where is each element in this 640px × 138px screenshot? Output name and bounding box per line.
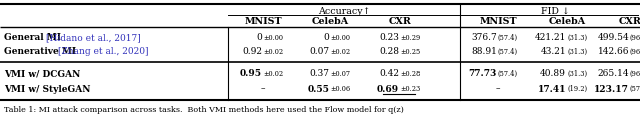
- Text: General MI: General MI: [4, 34, 64, 43]
- Text: Accuracy↑: Accuracy↑: [317, 6, 371, 15]
- Text: 40.89: 40.89: [540, 70, 566, 79]
- Text: Table 1: MI attack comparison across tasks.  Both VMI methods here used the Flow: Table 1: MI attack comparison across tas…: [4, 106, 404, 114]
- Text: (57.4): (57.4): [498, 48, 518, 56]
- Text: ±0.02: ±0.02: [330, 48, 350, 56]
- Text: –: –: [260, 84, 265, 94]
- Text: CXR: CXR: [388, 17, 412, 26]
- Text: 0.69: 0.69: [377, 84, 399, 94]
- Text: (31.3): (31.3): [567, 70, 587, 78]
- Text: 0.42: 0.42: [379, 70, 399, 79]
- Text: CelebA: CelebA: [312, 17, 349, 26]
- Text: (96.3): (96.3): [630, 70, 640, 78]
- Text: 265.14: 265.14: [597, 70, 629, 79]
- Text: 0.28: 0.28: [379, 47, 399, 56]
- Text: ±0.23: ±0.23: [400, 85, 420, 93]
- Text: Generative MI: Generative MI: [4, 47, 79, 56]
- Text: 499.54: 499.54: [597, 34, 629, 43]
- Text: ±0.25: ±0.25: [400, 48, 420, 56]
- Text: [Hidano et al., 2017]: [Hidano et al., 2017]: [46, 34, 141, 43]
- Text: MNIST: MNIST: [479, 17, 517, 26]
- Text: 0: 0: [256, 34, 262, 43]
- Text: ±0.00: ±0.00: [263, 34, 283, 42]
- Text: 0.23: 0.23: [379, 34, 399, 43]
- Text: (57.4): (57.4): [498, 34, 518, 42]
- Text: 0.55: 0.55: [307, 84, 329, 94]
- Text: ±0.29: ±0.29: [400, 34, 420, 42]
- Text: (57.4): (57.4): [498, 70, 518, 78]
- Text: [Zhang et al., 2020]: [Zhang et al., 2020]: [58, 47, 148, 56]
- Text: ±0.02: ±0.02: [263, 48, 283, 56]
- Text: CelebA: CelebA: [548, 17, 586, 26]
- Text: (19.2): (19.2): [567, 85, 587, 93]
- Text: 0.37: 0.37: [309, 70, 329, 79]
- Text: (96.3): (96.3): [630, 34, 640, 42]
- Text: ±0.00: ±0.00: [330, 34, 350, 42]
- Text: –: –: [496, 84, 500, 94]
- Text: 123.17: 123.17: [594, 84, 629, 94]
- Text: 88.91: 88.91: [471, 47, 497, 56]
- Text: (31.3): (31.3): [567, 34, 587, 42]
- Text: FID ↓: FID ↓: [541, 6, 570, 15]
- Text: ±0.07: ±0.07: [330, 70, 350, 78]
- Text: VMI w/ DCGAN: VMI w/ DCGAN: [4, 70, 81, 79]
- Text: 376.7: 376.7: [471, 34, 497, 43]
- Text: ±0.02: ±0.02: [263, 70, 283, 78]
- Text: VMI w/ StyleGAN: VMI w/ StyleGAN: [4, 84, 90, 94]
- Text: ±0.28: ±0.28: [400, 70, 420, 78]
- Text: (96.3): (96.3): [630, 48, 640, 56]
- Text: MNIST: MNIST: [244, 17, 282, 26]
- Text: 0: 0: [323, 34, 329, 43]
- Text: 421.21: 421.21: [534, 34, 566, 43]
- Text: 43.21: 43.21: [540, 47, 566, 56]
- Text: 17.41: 17.41: [538, 84, 566, 94]
- Text: ±0.06: ±0.06: [330, 85, 350, 93]
- Text: 77.73: 77.73: [468, 70, 497, 79]
- Text: 0.07: 0.07: [309, 47, 329, 56]
- Text: (57.0): (57.0): [630, 85, 640, 93]
- Text: (31.3): (31.3): [567, 48, 587, 56]
- Text: 0.95: 0.95: [240, 70, 262, 79]
- Text: 142.66: 142.66: [598, 47, 629, 56]
- Text: 0.92: 0.92: [242, 47, 262, 56]
- Text: CXR: CXR: [619, 17, 640, 26]
